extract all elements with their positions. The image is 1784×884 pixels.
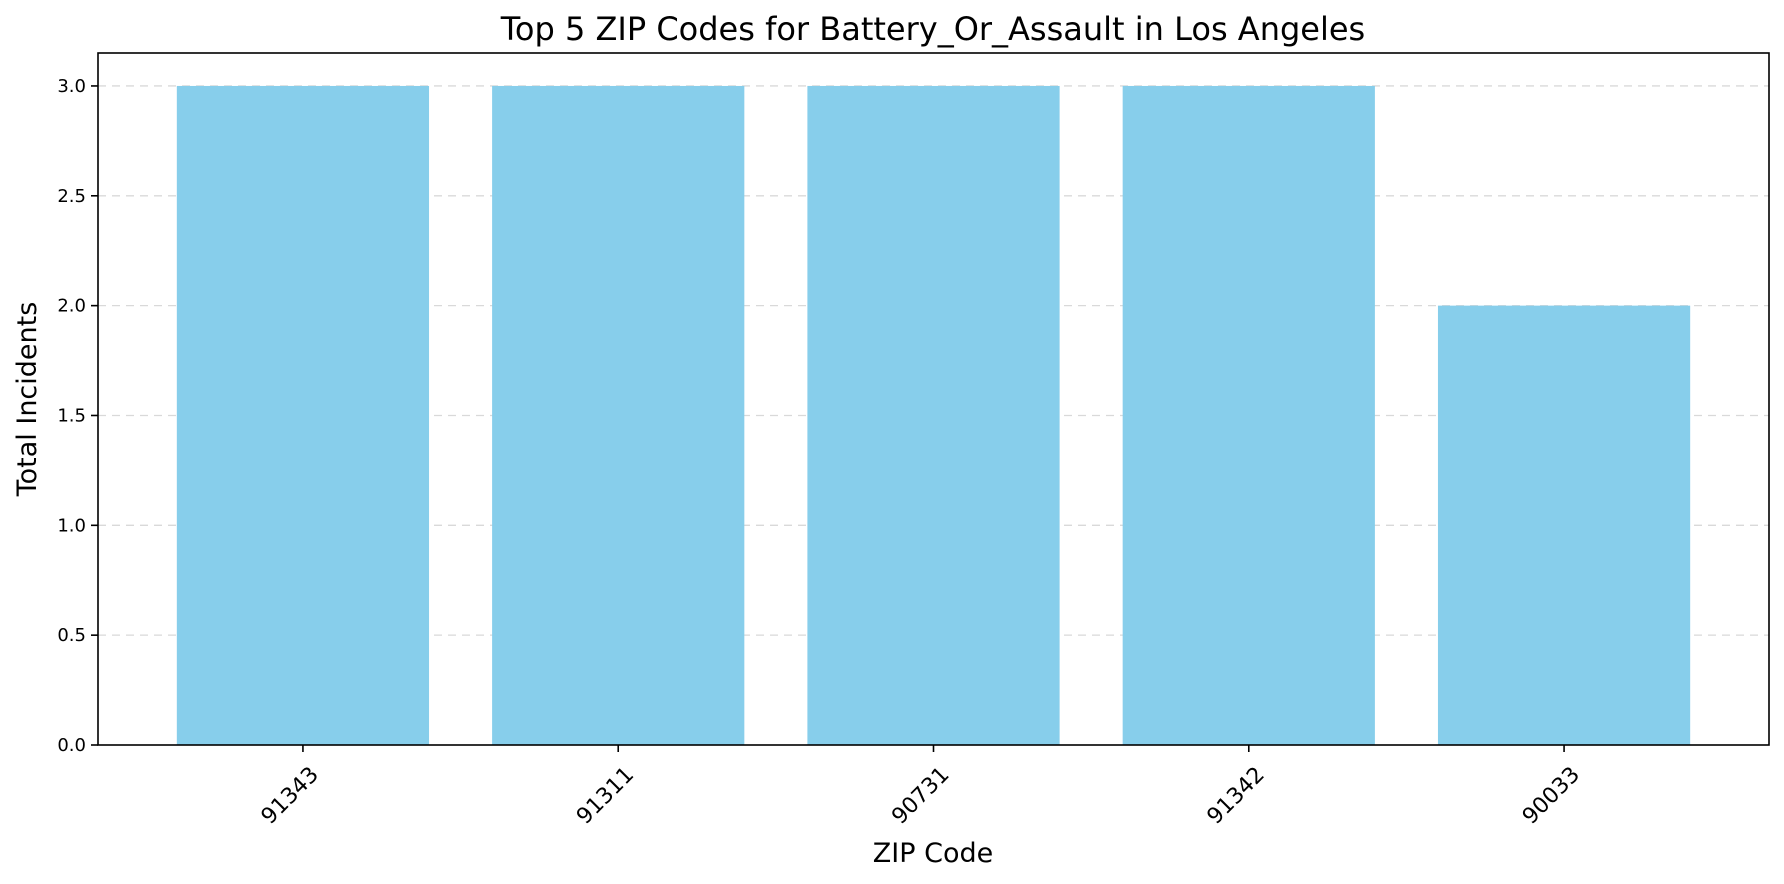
x-tick-label: 90033 — [1518, 762, 1585, 829]
bars — [176, 85, 1691, 745]
y-tick-label: 1.5 — [57, 405, 86, 426]
x-tick-label: 90731 — [887, 762, 954, 829]
y-axis-ticks: 0.0 0.5 1.0 1.5 2.0 2.5 3.0 — [57, 76, 98, 756]
y-tick-label: 0.0 — [57, 735, 86, 756]
bar-90731 — [807, 85, 1060, 745]
y-tick-label: 0.5 — [57, 625, 86, 646]
y-tick-label: 3.0 — [57, 76, 86, 97]
x-axis-ticks: 91343 91311 90731 91342 90033 — [257, 745, 1585, 829]
x-tick-label: 91342 — [1203, 762, 1270, 829]
x-axis-label: ZIP Code — [873, 838, 993, 869]
bar-91342 — [1122, 85, 1375, 745]
chart-title: Top 5 ZIP Codes for Battery_Or_Assault i… — [500, 10, 1365, 48]
x-tick-label: 91343 — [257, 762, 324, 829]
y-axis-label: Total Incidents — [12, 302, 43, 498]
bar-91343 — [176, 85, 430, 745]
x-tick-label: 91311 — [572, 762, 639, 829]
y-tick-label: 2.0 — [57, 296, 86, 317]
bar-90033 — [1437, 305, 1691, 745]
bar-91311 — [492, 85, 745, 745]
y-tick-label: 1.0 — [57, 515, 86, 536]
y-tick-label: 2.5 — [57, 186, 86, 207]
